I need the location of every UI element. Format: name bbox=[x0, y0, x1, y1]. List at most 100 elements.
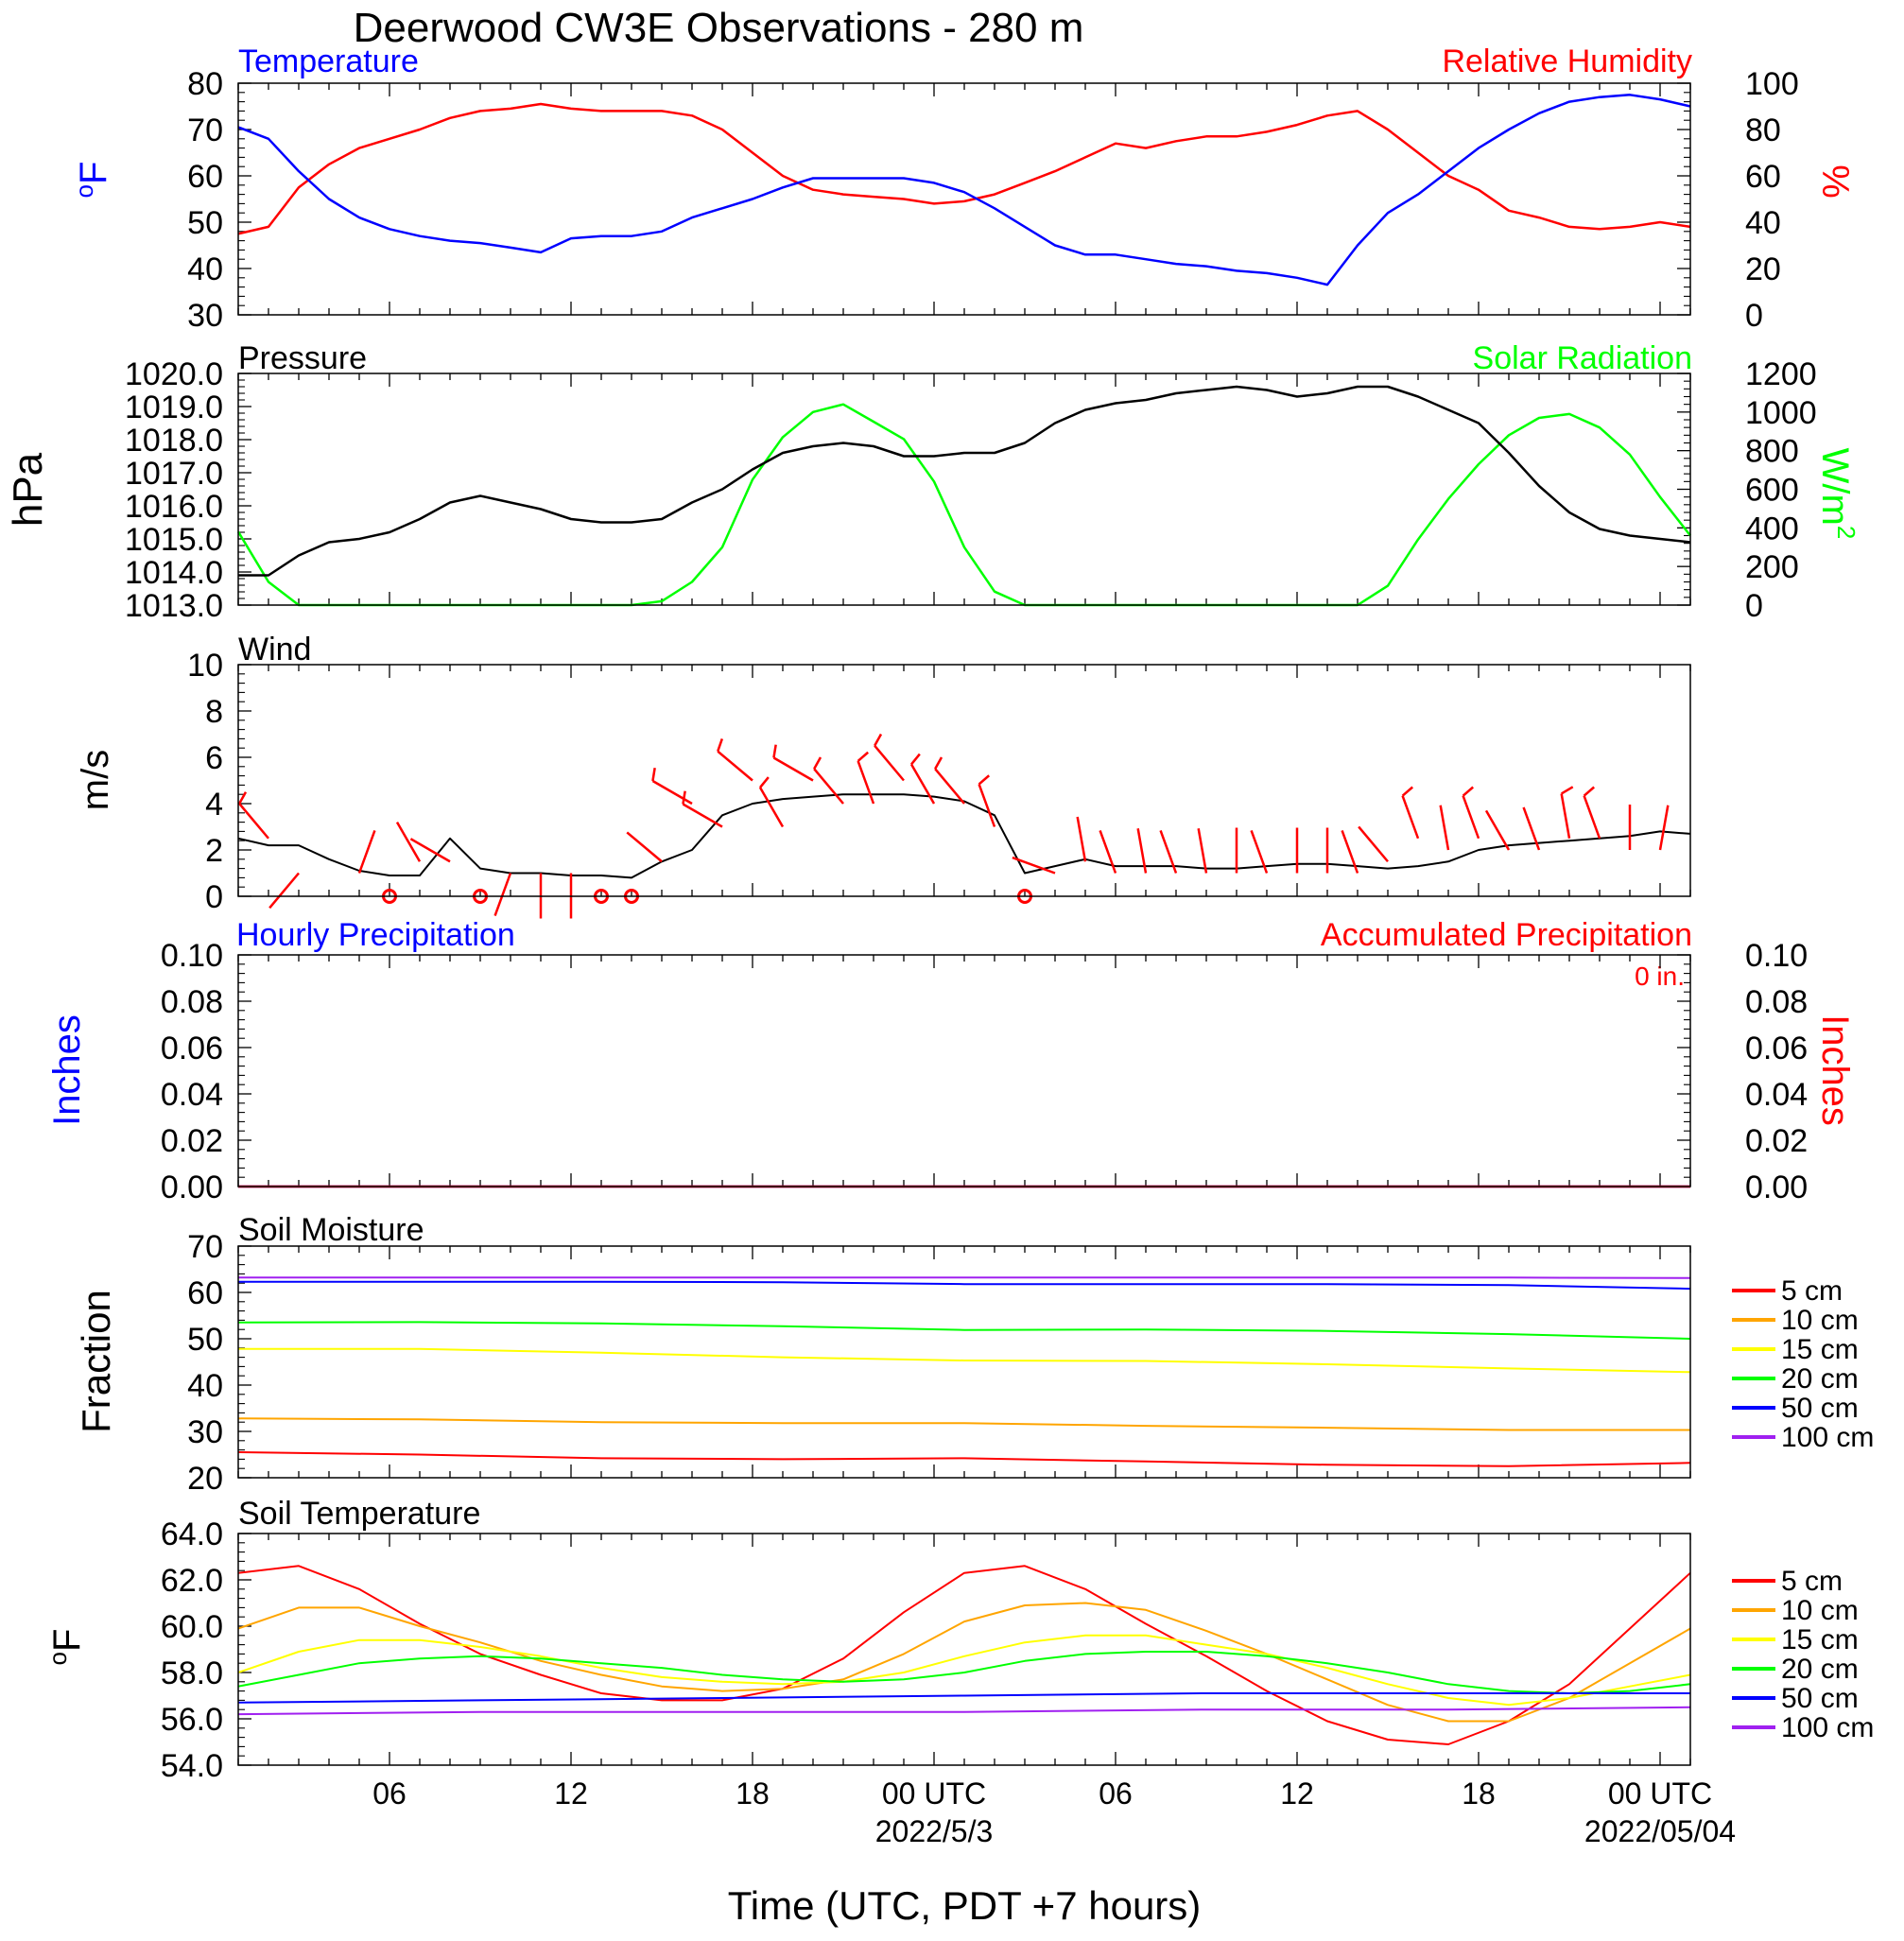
hourly-precip-axis-label-5: 0.10 bbox=[161, 938, 223, 974]
temp-axis-label-0: 30 bbox=[187, 298, 223, 334]
wind-barb-flag bbox=[651, 767, 656, 782]
hourly-precip-axis-label-1: 0.02 bbox=[161, 1123, 223, 1159]
pressure-axis-label-3: 1016.0 bbox=[125, 489, 223, 525]
accum-precip-unit-label: Inches bbox=[1814, 1014, 1856, 1126]
wind-unit-label: m/s bbox=[75, 750, 116, 810]
x-tick-label-2: 18 bbox=[736, 1776, 770, 1811]
temp-axis-label-4: 70 bbox=[187, 113, 223, 148]
soil-moisture-unit: Fraction bbox=[74, 1290, 118, 1433]
solar-axis-label-0: 0 bbox=[1745, 588, 1763, 624]
wind-barb-flag bbox=[1401, 786, 1414, 797]
hourly-precip-axis-label-3: 0.06 bbox=[161, 1031, 223, 1066]
x-tick-label-0: 06 bbox=[372, 1776, 407, 1811]
temp-rh-plot bbox=[237, 83, 1691, 315]
pressure-unit: hPa bbox=[5, 452, 51, 527]
wind-barb bbox=[1250, 829, 1269, 874]
wind-barb bbox=[1197, 828, 1208, 874]
hourly-precip-title: Hourly Precipitation bbox=[236, 917, 515, 953]
soil-moisture-title: Soil Moisture bbox=[238, 1212, 424, 1248]
wind-barb bbox=[1583, 795, 1601, 840]
soil-moisture-legend-label-4: 50 cm bbox=[1781, 1393, 1859, 1424]
solar-unit-main: W/m bbox=[1814, 448, 1856, 526]
soil-temp-axis-label-4: 62.0 bbox=[161, 1563, 223, 1599]
solar-axis-label-3: 600 bbox=[1745, 473, 1799, 509]
wind-barb bbox=[772, 756, 814, 782]
temperature-title: Temperature bbox=[238, 43, 419, 79]
x-tick-label-6: 18 bbox=[1462, 1776, 1496, 1811]
wind-barb bbox=[268, 872, 300, 910]
wind-barb bbox=[626, 831, 663, 863]
pressure-axis-label-5: 1018.0 bbox=[125, 423, 223, 459]
wind-barb bbox=[1560, 793, 1571, 839]
temp-rh-frame bbox=[237, 82, 1691, 316]
accum-precip-axis-label-5: 0.10 bbox=[1745, 938, 1808, 974]
soil-temp-axis-label-5: 64.0 bbox=[161, 1516, 223, 1552]
solar-axis-label-1: 200 bbox=[1745, 549, 1799, 585]
svg-text:oF: oF bbox=[43, 1629, 88, 1666]
wind-barb bbox=[357, 829, 376, 874]
wind-barb bbox=[651, 779, 693, 806]
soil-moisture-axis-label-2: 40 bbox=[187, 1368, 223, 1404]
pressure-axis: 1013.01014.01015.01016.01017.01018.01019… bbox=[125, 356, 251, 624]
pressure-axis-label-2: 1015.0 bbox=[125, 522, 223, 558]
soil-temp-line-0 bbox=[237, 1565, 1691, 1745]
wind-barb bbox=[395, 822, 422, 862]
humidity-title: Relative Humidity bbox=[1442, 43, 1692, 79]
soil-moisture-axis-label-0: 20 bbox=[187, 1461, 223, 1497]
x-axis-title: Time (UTC, PDT +7 hours) bbox=[728, 1883, 1202, 1928]
wind-barb bbox=[1462, 795, 1480, 840]
wind-barb bbox=[238, 803, 269, 840]
wind-barb bbox=[934, 768, 965, 805]
wind-barb-flag bbox=[682, 790, 686, 805]
solar-axis-label-6: 1200 bbox=[1745, 356, 1817, 392]
wind-barb-flag bbox=[717, 738, 724, 753]
soil-moisture-legend-label-5: 100 cm bbox=[1781, 1422, 1874, 1453]
wind-axis-label-1: 2 bbox=[205, 833, 223, 869]
humidity-unit-label: % bbox=[1814, 165, 1856, 199]
wind-axis-label-5: 10 bbox=[187, 648, 223, 684]
solar-unit-sup: 2 bbox=[1832, 526, 1861, 539]
pressure-axis-label-7: 1020.0 bbox=[125, 356, 223, 392]
solar-unit: W/m2 bbox=[1814, 448, 1861, 540]
accum-precip-axis-label-4: 0.08 bbox=[1745, 984, 1808, 1020]
humidity-line bbox=[237, 102, 1691, 235]
hourly-precip-axis: 0.00 0.02 0.04 0.06 0.08 0.10 bbox=[161, 938, 251, 1205]
wind-barb bbox=[1439, 805, 1450, 851]
x-tick-label-1: 12 bbox=[554, 1776, 588, 1811]
accum-precip-axis-label-3: 0.06 bbox=[1745, 1031, 1808, 1066]
wind-axis-label-3: 6 bbox=[205, 740, 223, 776]
wind-axis: 0 2 4 6 8 10 bbox=[187, 648, 251, 915]
wind-barb bbox=[1522, 806, 1541, 851]
wind-barb-flag bbox=[857, 751, 870, 762]
pressure-axis-label-6: 1019.0 bbox=[125, 390, 223, 425]
soil-temp-line-3 bbox=[237, 1651, 1691, 1694]
hourly-precip-axis-label-0: 0.00 bbox=[161, 1170, 223, 1205]
precip-frame bbox=[237, 954, 1691, 1187]
x-tick-label-7: 00 UTC bbox=[1608, 1776, 1712, 1811]
soil-temp-axis-label-2: 58.0 bbox=[161, 1655, 223, 1691]
wind-barb bbox=[493, 873, 512, 917]
x-tick-label-4: 06 bbox=[1099, 1776, 1133, 1811]
panel-temp-rh: Temperature Relative Humidity oF % 30 40 5… bbox=[70, 43, 1856, 334]
x-date-label-3: 2022/5/3 bbox=[875, 1814, 994, 1848]
soil-degree-mark: o bbox=[43, 1652, 72, 1665]
rh-axis-label-5: 100 bbox=[1745, 66, 1799, 102]
hourly-precip-unit-label: Inches bbox=[46, 1014, 88, 1126]
wind-axis-label-2: 4 bbox=[205, 787, 223, 823]
rh-axis-label-3: 60 bbox=[1745, 159, 1781, 195]
temp-axis-label-5: 80 bbox=[187, 66, 223, 102]
soil-moisture-line-0 bbox=[237, 1451, 1691, 1467]
wind-title: Wind bbox=[238, 632, 311, 667]
soil-temp-legend-label-4: 50 cm bbox=[1781, 1683, 1859, 1714]
pressure-unit-label: hPa bbox=[5, 452, 51, 527]
soil-temp-title: Soil Temperature bbox=[238, 1496, 480, 1532]
rh-axis-label-1: 20 bbox=[1745, 251, 1781, 287]
wind-barb bbox=[978, 783, 996, 827]
accum-precip-axis: 0.00 0.02 0.04 0.06 0.08 0.10 bbox=[1677, 938, 1808, 1205]
solar-axis-label-2: 400 bbox=[1745, 511, 1799, 546]
wind-barb bbox=[857, 760, 875, 805]
accum-precip-axis-label-2: 0.04 bbox=[1745, 1077, 1808, 1113]
